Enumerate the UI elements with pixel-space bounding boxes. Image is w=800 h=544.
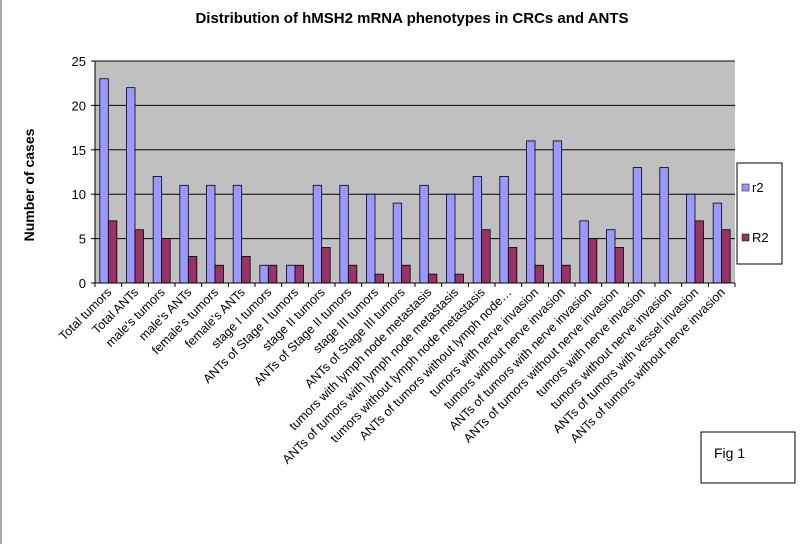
bar-r2 [312,184,323,284]
bar-r2 [286,264,296,284]
bar-R2 [694,220,704,284]
figure-note-text: Fig 1 [714,445,745,461]
bar-r2 [552,140,563,284]
bar-R2 [294,264,304,284]
bar-r2 [126,87,136,284]
y-tick-label: 5 [79,232,86,247]
legend-label-R2: R2 [752,230,769,245]
legend-label-r2: r2 [752,180,764,195]
bar-r2 [712,202,723,284]
chart-title: Distribution of hMSH2 mRNA phenotypes in… [195,10,628,27]
gridlines [95,60,735,240]
bar-R2 [161,238,171,284]
bar-R2 [241,255,251,284]
bar-r2 [152,176,163,284]
bar-r2 [446,193,456,284]
bar-R2 [721,229,731,284]
bar-R2 [107,220,118,284]
y-tick-label: 20 [72,98,86,113]
bar-R2 [187,255,198,284]
bar-r2 [659,167,669,284]
bar-r2 [686,193,696,284]
y-tick-label: 25 [72,54,86,69]
bar-R2 [587,238,598,284]
bar-r2 [366,193,376,284]
y-axis-ticks: 0 5 10 15 20 25 [72,54,95,291]
bar-R2 [427,273,438,284]
bar-R2 [347,264,358,284]
bar-r2 [526,140,536,284]
bar-r2 [606,229,616,284]
bar-R2 [614,247,624,284]
bar-r2 [632,167,643,284]
bar-r2 [579,220,589,284]
y-axis-label: Number of cases [21,128,37,241]
bar-R2 [454,273,464,284]
bar-R2 [134,229,144,284]
bar-R2 [321,247,331,284]
x-axis-ticks [94,283,736,287]
figure-note-box [700,431,796,484]
legend-swatch-r2 [741,183,750,192]
bar-R2 [481,229,491,284]
bar-r2 [232,184,243,284]
bar-R2 [267,264,278,284]
legend-swatch-R2 [741,233,750,242]
bar-R2 [401,264,411,284]
y-tick-label: 15 [72,143,86,158]
legend: r2 R2 [736,162,783,265]
bar-r2 [179,184,189,284]
bar-r2 [392,202,403,284]
bar-R2 [561,264,571,284]
bar-r2 [99,78,109,284]
bar-r2 [419,184,429,284]
bar-R2 [534,264,544,284]
bar-R2 [507,247,518,284]
bar-R2 [374,273,384,284]
bar-r2 [206,184,216,284]
figure-note: Fig 1 [700,431,796,484]
plot-area [95,61,735,283]
bar-r2 [339,184,349,284]
bar-r2 [259,264,269,284]
y-tick-label: 10 [72,187,86,202]
y-tick-label: 0 [79,276,86,291]
bar-r2 [472,176,483,284]
bars [99,78,731,284]
legend-box [736,162,783,265]
bar-r2 [499,176,509,284]
bar-R2 [214,264,224,284]
